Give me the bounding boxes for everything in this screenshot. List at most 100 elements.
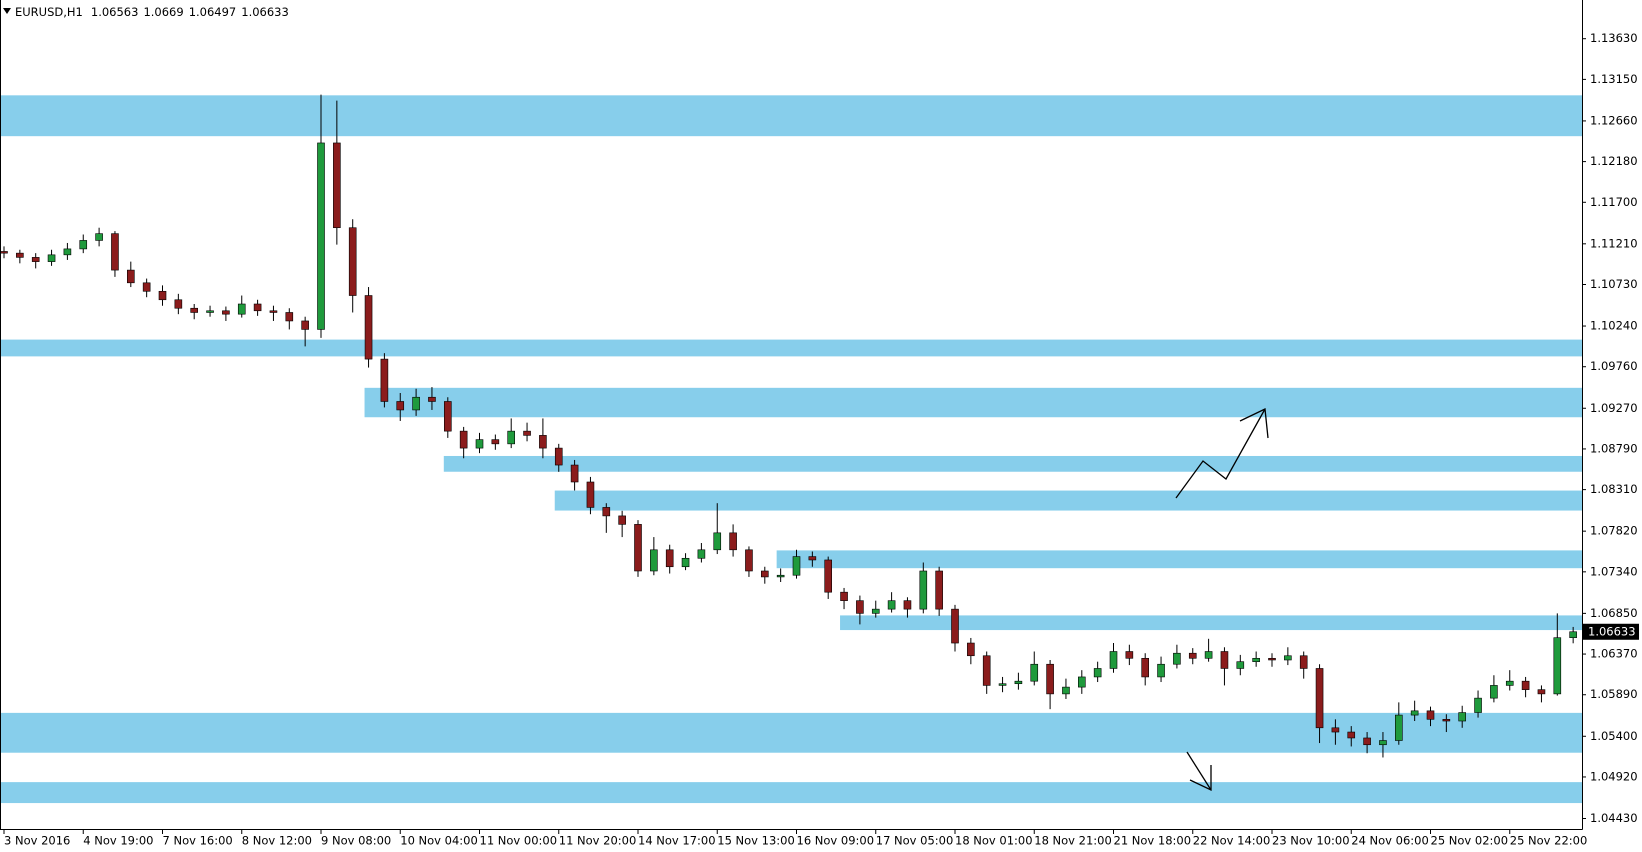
x-tick-label: 22 Nov 14:00 — [1193, 834, 1271, 848]
price-label-bg — [1583, 623, 1639, 640]
candle-body — [745, 549, 753, 572]
candle-body — [935, 570, 943, 610]
candle-body — [364, 295, 373, 360]
x-tick-label: 24 Nov 06:00 — [1351, 834, 1429, 848]
candle-body — [1474, 697, 1482, 713]
candle-body — [903, 600, 912, 610]
candle-body — [887, 600, 896, 610]
x-tick-label: 14 Nov 17:00 — [638, 834, 716, 848]
candle-body — [1014, 680, 1023, 685]
candle-body — [127, 269, 135, 284]
candle-body — [333, 142, 341, 229]
candle-body — [1173, 652, 1181, 665]
candle-body — [31, 257, 40, 262]
candle-body — [1331, 727, 1340, 733]
candle-body — [586, 481, 595, 508]
candle-body — [222, 310, 230, 315]
candles — [0, 94, 1577, 758]
y-tick-label: 1.04920 — [1590, 769, 1638, 783]
candle-body — [63, 248, 72, 256]
candle-body — [1204, 651, 1213, 659]
symbol: EURUSD,H1 — [15, 5, 83, 19]
zone — [554, 490, 1582, 511]
candle-body — [475, 439, 484, 449]
zone — [776, 550, 1582, 569]
candle-body — [554, 447, 563, 466]
x-tick-label: 25 Nov 02:00 — [1431, 834, 1509, 848]
x-tick-label: 11 Nov 00:00 — [480, 834, 558, 848]
axis-labels: 1.13630 1.13150 1.12660 1.12180 1.11700 1.112… — [3, 31, 1639, 848]
y-tick-label: 1.08790 — [1590, 441, 1638, 455]
x-tick-label: 23 Nov 10:00 — [1272, 834, 1350, 848]
candle-body — [1125, 651, 1134, 659]
zone — [840, 615, 1582, 631]
candle-body — [1505, 680, 1514, 686]
candle-body — [1490, 685, 1498, 699]
y-tick-label: 1.10730 — [1590, 277, 1638, 291]
candle-body — [634, 524, 642, 572]
candle-body — [1268, 657, 1276, 661]
candle-body — [523, 430, 531, 436]
candle-body — [1521, 680, 1530, 690]
x-tick-label: 3 Nov 2016 — [4, 834, 70, 848]
candle-body — [47, 254, 56, 262]
candle-body — [1315, 668, 1324, 729]
candle-body — [1442, 719, 1451, 722]
down-arrow — [1186, 751, 1212, 791]
candle-body — [285, 312, 294, 322]
candle-body — [1078, 676, 1086, 688]
open-price: 1.06563 — [91, 5, 139, 19]
candle-body — [1046, 663, 1054, 695]
zone — [1, 339, 1582, 357]
x-tick-label: 8 Nov 12:00 — [242, 834, 312, 848]
candle-body — [1141, 657, 1149, 678]
candle-body — [681, 557, 690, 568]
candle-body — [1220, 651, 1229, 669]
candle-body — [1062, 686, 1070, 695]
candle-body — [760, 570, 769, 578]
candle-body — [665, 549, 674, 568]
price-label: 1.06633 — [1588, 624, 1636, 638]
candle-body — [206, 310, 214, 313]
zone — [1, 782, 1582, 804]
candle-body — [317, 142, 325, 330]
menu-triangle[interactable] — [3, 8, 11, 14]
candle-body — [697, 549, 706, 559]
candle-body — [808, 556, 817, 561]
candle-body — [713, 532, 722, 551]
chart-header: EURUSD,H1 1.06563 1.0669 1.06497 1.06633 — [15, 5, 289, 19]
candle-body — [1030, 663, 1039, 682]
x-tick-label: 4 Nov 19:00 — [83, 834, 153, 848]
candle-body — [1458, 712, 1466, 722]
candle-body — [1395, 714, 1403, 741]
candle-body — [0, 251, 8, 254]
candle-body — [570, 464, 579, 483]
y-tick-label: 1.09760 — [1590, 359, 1638, 373]
candle-body — [396, 401, 405, 411]
y-tick-label: 1.11700 — [1590, 195, 1638, 209]
candle-body — [776, 574, 785, 578]
candle-body — [1236, 661, 1245, 669]
candle-body — [951, 608, 959, 644]
x-tick-label: 7 Nov 16:00 — [163, 834, 233, 848]
candle-body — [982, 655, 991, 686]
candle-body — [190, 307, 198, 313]
candle-body — [348, 227, 357, 296]
candle-body — [253, 303, 262, 312]
candle-body — [1569, 631, 1577, 638]
candle-body — [998, 683, 1007, 686]
y-tick-label: 1.13630 — [1590, 31, 1638, 45]
candle-body — [1537, 689, 1546, 695]
candle-body — [491, 439, 500, 445]
x-tick-label: 25 Nov 22:00 — [1510, 834, 1588, 848]
candle-body — [111, 233, 119, 271]
y-tick-label: 1.07820 — [1590, 524, 1638, 538]
candle-body — [1363, 737, 1371, 746]
candle-body — [967, 642, 975, 657]
candle-body — [1188, 652, 1197, 659]
candle-body — [412, 396, 420, 411]
y-tick-label: 1.06370 — [1590, 647, 1638, 661]
y-tick-label: 1.04430 — [1590, 811, 1638, 825]
candle-body — [602, 507, 611, 517]
